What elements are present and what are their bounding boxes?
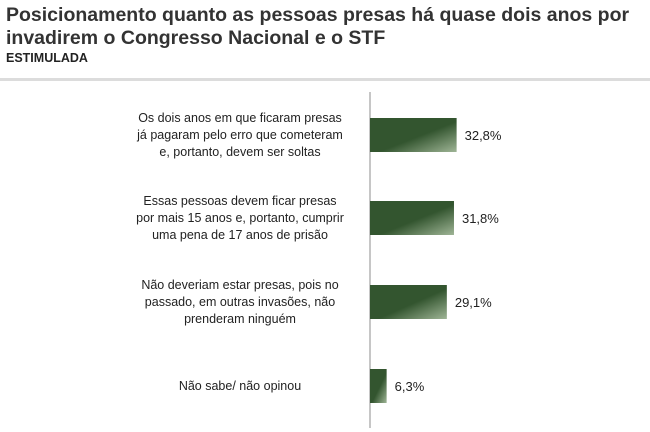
category-label-4: Não sabe/ não opinou xyxy=(179,379,301,393)
chart-title: Posicionamento quanto as pessoas presas … xyxy=(6,4,630,49)
category-label-line: e, portanto, devem ser soltas xyxy=(159,145,320,159)
category-label-line: já pagaram pelo erro que cometeram xyxy=(136,128,343,142)
category-label-1: Os dois anos em que ficaram presas já pag… xyxy=(136,111,343,159)
value-label-4: 6,3% xyxy=(395,379,425,394)
value-label-3: 29,1% xyxy=(455,295,492,310)
category-label-line: Os dois anos em que ficaram presas xyxy=(138,111,342,125)
bar-3 xyxy=(370,285,447,319)
bar-1 xyxy=(370,118,457,152)
chart-header: Posicionamento quanto as pessoas presas … xyxy=(6,4,646,65)
category-label-line: Não sabe/ não opinou xyxy=(179,379,301,393)
category-label-line: prenderam ninguém xyxy=(184,312,296,326)
category-label-line: Não deveriam estar presas, pois no xyxy=(141,278,338,292)
category-label-3: Não deveriam estar presas, pois no passad… xyxy=(141,278,338,326)
value-label-2: 31,8% xyxy=(462,211,499,226)
bar-4 xyxy=(370,369,387,403)
category-label-line: uma pena de 17 anos de prisão xyxy=(152,228,328,242)
category-label-2: Essas pessoas devem ficar presas por mais… xyxy=(136,194,344,242)
category-label-line: Essas pessoas devem ficar presas xyxy=(143,194,336,208)
category-label-line: por mais 15 anos e, portanto, cumprir xyxy=(136,211,344,225)
value-label-1: 32,8% xyxy=(465,128,502,143)
chart-subtitle: ESTIMULADA xyxy=(6,51,88,65)
category-label-line: passado, em outras invasões, não xyxy=(145,295,335,309)
header-divider xyxy=(0,78,650,81)
bar-2 xyxy=(370,201,454,235)
